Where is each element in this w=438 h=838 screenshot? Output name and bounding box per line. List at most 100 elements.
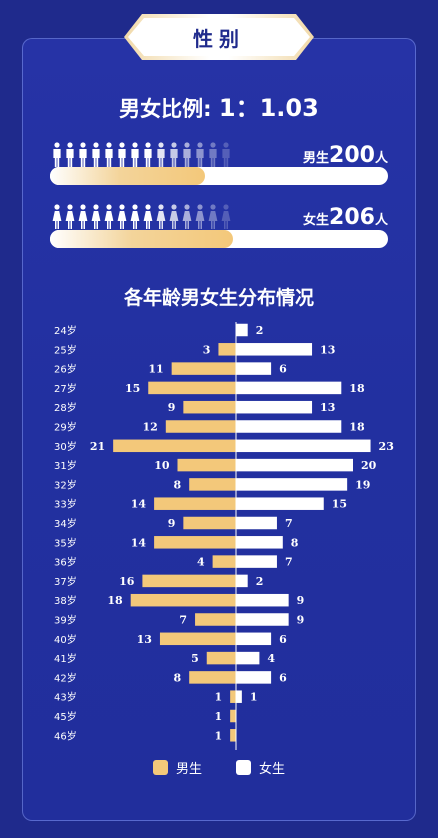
female-value-label: 4 xyxy=(267,652,275,665)
male-bar xyxy=(183,516,236,530)
female-bar xyxy=(236,536,283,549)
age-category-label: 27岁 xyxy=(54,382,77,395)
female-bar xyxy=(236,574,248,588)
male-value-label: 21 xyxy=(90,440,105,453)
male-bar xyxy=(148,381,236,395)
male-value-label: 18 xyxy=(107,594,123,607)
female-bar xyxy=(236,651,260,665)
female-value-label: 20 xyxy=(361,459,377,472)
male-bar xyxy=(189,478,236,491)
female-bar xyxy=(236,516,277,530)
female-person-icon xyxy=(130,204,140,229)
male-value-label: 16 xyxy=(119,575,135,588)
female-person-icon xyxy=(208,204,218,229)
female-bar xyxy=(236,632,272,646)
male-bar xyxy=(177,458,236,472)
female-bar xyxy=(236,343,313,356)
age-category-label: 43岁 xyxy=(54,691,77,704)
female-person-icon xyxy=(182,204,192,229)
female-person-icon xyxy=(117,204,127,229)
female-value-label: 6 xyxy=(279,363,287,376)
age-category-label: 34岁 xyxy=(54,517,77,530)
male-person-icon xyxy=(105,142,113,167)
male-value-label: 9 xyxy=(168,401,176,414)
female-person-icon xyxy=(156,204,166,229)
male-person-icon xyxy=(92,142,100,167)
age-category-label: 46岁 xyxy=(54,729,77,742)
female-value-label: 19 xyxy=(355,478,370,491)
female-value-label: 18 xyxy=(349,382,365,395)
male-person-icon xyxy=(131,142,139,167)
female-person-icon xyxy=(221,204,231,229)
female-value-label: 13 xyxy=(320,343,335,356)
age-category-label: 42岁 xyxy=(54,671,77,684)
male-bar xyxy=(154,536,236,549)
female-person-icon xyxy=(78,204,88,229)
male-bar xyxy=(206,651,236,665)
female-value-label: 9 xyxy=(297,614,305,627)
female-bar xyxy=(236,458,353,472)
female-person-icon xyxy=(143,204,153,229)
male-value-label: 11 xyxy=(148,363,163,376)
female-value-label: 2 xyxy=(256,575,264,588)
male-value-label: 5 xyxy=(191,652,199,665)
male-value-label: 1 xyxy=(214,710,222,723)
female-value-label: 9 xyxy=(297,594,305,607)
female-person-icon xyxy=(104,204,114,229)
male-value-label: 15 xyxy=(125,382,140,395)
chart-legend: 男生 女生 xyxy=(0,758,438,777)
male-bar xyxy=(230,690,236,703)
female-person-icon xyxy=(169,204,179,229)
male-value-label: 13 xyxy=(137,633,152,646)
female-value-label: 13 xyxy=(320,401,335,414)
age-category-label: 45岁 xyxy=(54,710,77,723)
female-bar xyxy=(236,671,272,684)
chart-title: 各年龄男女生分布情况 xyxy=(123,287,314,309)
female-bar xyxy=(236,323,248,337)
age-category-label: 36岁 xyxy=(54,556,77,569)
age-category-label: 41岁 xyxy=(54,652,77,665)
male-bar xyxy=(171,362,236,375)
female-value-label: 15 xyxy=(332,498,347,511)
male-bar xyxy=(189,671,236,684)
male-bar xyxy=(195,613,236,626)
female-person-icon xyxy=(195,204,205,229)
female-person-icon xyxy=(91,204,101,229)
female-value-label: 7 xyxy=(285,556,293,569)
male-value-label: 9 xyxy=(168,517,176,530)
ratio-label: 男女比例: xyxy=(119,97,212,121)
male-person-icon xyxy=(66,142,74,167)
age-category-label: 25岁 xyxy=(54,343,77,356)
gender-ratio: 男女比例: 1：1.03 xyxy=(0,88,438,123)
legend-swatch-male xyxy=(152,760,168,775)
male-person-icon xyxy=(196,142,204,167)
male-bar xyxy=(142,574,236,588)
female-value-label: 8 xyxy=(291,536,299,549)
female-bar xyxy=(236,690,242,703)
male-value-label: 14 xyxy=(131,536,147,549)
legend-label-male: 男生 xyxy=(175,762,202,777)
age-category-label: 24岁 xyxy=(54,324,77,337)
male-value-label: 12 xyxy=(142,421,157,434)
age-category-label: 29岁 xyxy=(54,421,77,434)
male-value-label: 3 xyxy=(203,343,211,356)
age-category-label: 26岁 xyxy=(54,363,77,376)
male-value-label: 14 xyxy=(131,498,147,511)
male-value-label: 8 xyxy=(174,478,182,491)
male-bar xyxy=(212,555,236,568)
male-person-icon xyxy=(53,142,61,167)
female-bar xyxy=(236,400,313,414)
female-bar xyxy=(236,593,289,607)
male-person-icon xyxy=(79,142,87,167)
male-person-icon xyxy=(222,142,230,167)
female-value-label: 6 xyxy=(279,671,287,684)
female-value-label: 7 xyxy=(285,517,293,530)
legend-swatch-female xyxy=(236,760,251,775)
age-category-label: 32岁 xyxy=(54,478,77,491)
page-title: 性别 xyxy=(128,18,310,56)
male-value-label: 1 xyxy=(214,729,222,742)
female-value-label: 1 xyxy=(250,691,258,704)
male-person-icon xyxy=(118,142,126,167)
female-value-label: 2 xyxy=(256,324,264,337)
